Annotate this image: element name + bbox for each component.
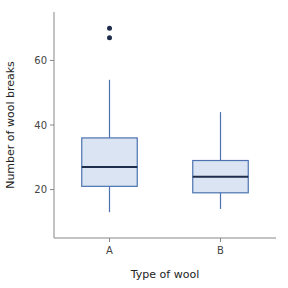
y-tick-label: 60: [34, 55, 47, 66]
x-tick: [109, 238, 110, 242]
whisker-low: [220, 193, 221, 209]
x-tick: [220, 238, 221, 242]
y-axis-label: Number of wool breaks: [4, 61, 17, 189]
median: [82, 166, 138, 168]
y-tick: [50, 189, 54, 190]
y-axis-line: [54, 12, 55, 238]
x-axis-line: [54, 238, 276, 239]
whisker-high: [109, 80, 110, 138]
box: [82, 138, 138, 186]
box: [193, 161, 249, 193]
median: [193, 176, 249, 178]
x-tick-label: B: [217, 245, 224, 256]
flier: [107, 26, 112, 31]
y-tick: [50, 125, 54, 126]
y-tick-label: 40: [34, 120, 47, 131]
chart: 20 40 60 A B Type of wool Number of wool break…: [0, 0, 288, 288]
whisker-low: [109, 186, 110, 212]
chart-container: 20 40 60 A B Type of wool Number of wool break…: [0, 0, 288, 288]
whisker-high: [220, 112, 221, 160]
x-axis-label: Type of wool: [130, 268, 199, 281]
flier: [107, 35, 112, 40]
plot-area: [82, 26, 249, 213]
y-tick-label: 20: [34, 184, 47, 195]
x-tick-label: A: [106, 245, 113, 256]
y-tick: [50, 60, 54, 61]
